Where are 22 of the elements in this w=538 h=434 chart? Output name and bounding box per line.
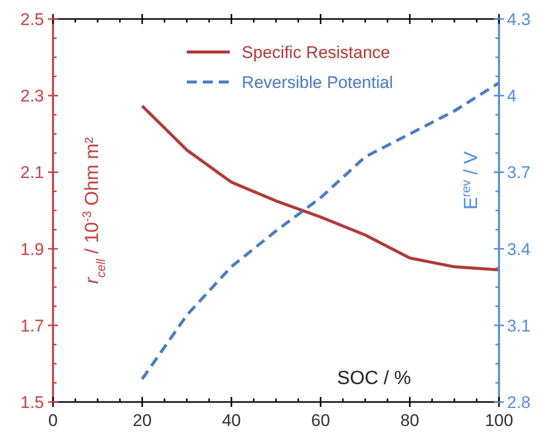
y-tick-label: 1.9: [20, 240, 44, 259]
x-tick-label: 20: [132, 411, 152, 430]
legend-label: Reversible Potential: [242, 72, 394, 92]
x-tick-label: 60: [311, 411, 330, 430]
y-tick-label: 2.3: [20, 86, 44, 106]
x-tick-label: 100: [484, 411, 514, 430]
x-tick-label: 0: [48, 411, 58, 430]
line-series: [140, 104, 500, 272]
y2-tick-label: 3.1: [507, 316, 531, 336]
x-tick-label: 40: [222, 411, 241, 430]
y2-tick-label: 4: [507, 86, 516, 106]
y2-tick-label: 3.7: [507, 163, 531, 182]
y-tick-label: 1.5: [20, 393, 44, 412]
x-axis-title: SOC / %: [337, 368, 412, 389]
y-tick-label: 1.7: [20, 316, 44, 336]
y2-tick-label: 3.4: [507, 240, 531, 259]
y-tick-label: 2.1: [20, 163, 44, 182]
y2-tick-label: 4.3: [507, 10, 531, 29]
y2-tick-label: 2.8: [507, 393, 531, 412]
x-tick-label: 80: [400, 411, 420, 430]
y-tick-label: 2.5: [20, 10, 44, 29]
legend-label: Specific Resistance: [242, 42, 390, 62]
